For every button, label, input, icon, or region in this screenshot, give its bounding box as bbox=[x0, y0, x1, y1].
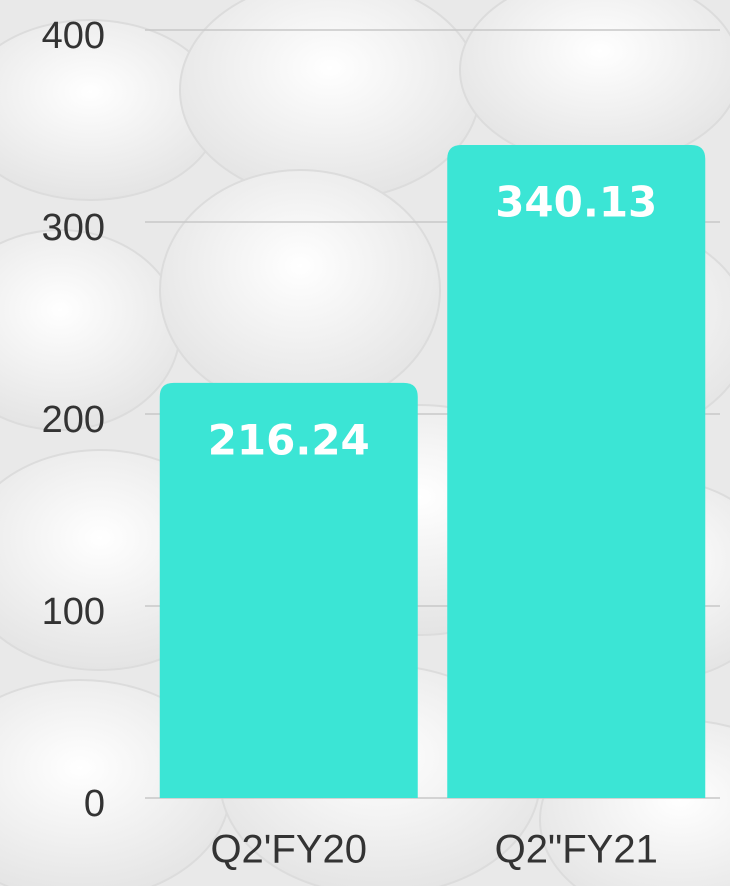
y-tick-label: 0 bbox=[84, 783, 105, 825]
chart: 0 100 200 300 400 Q2'FY20 216.24 Q2"FY21 340.13 bbox=[0, 0, 730, 886]
page: {"chart_data": {"type": "bar", "categori… bbox=[0, 0, 730, 886]
x-tick-label: Q2'FY20 bbox=[210, 828, 367, 872]
y-tick-label: 100 bbox=[42, 591, 105, 633]
y-tick-label: 200 bbox=[42, 399, 105, 441]
y-tick-label: 400 bbox=[42, 15, 105, 57]
value-label: 216.24 bbox=[208, 415, 370, 464]
bar bbox=[447, 145, 705, 798]
x-tick-label: Q2"FY21 bbox=[495, 828, 658, 872]
value-label: 340.13 bbox=[495, 177, 657, 226]
y-tick-label: 300 bbox=[42, 207, 105, 249]
